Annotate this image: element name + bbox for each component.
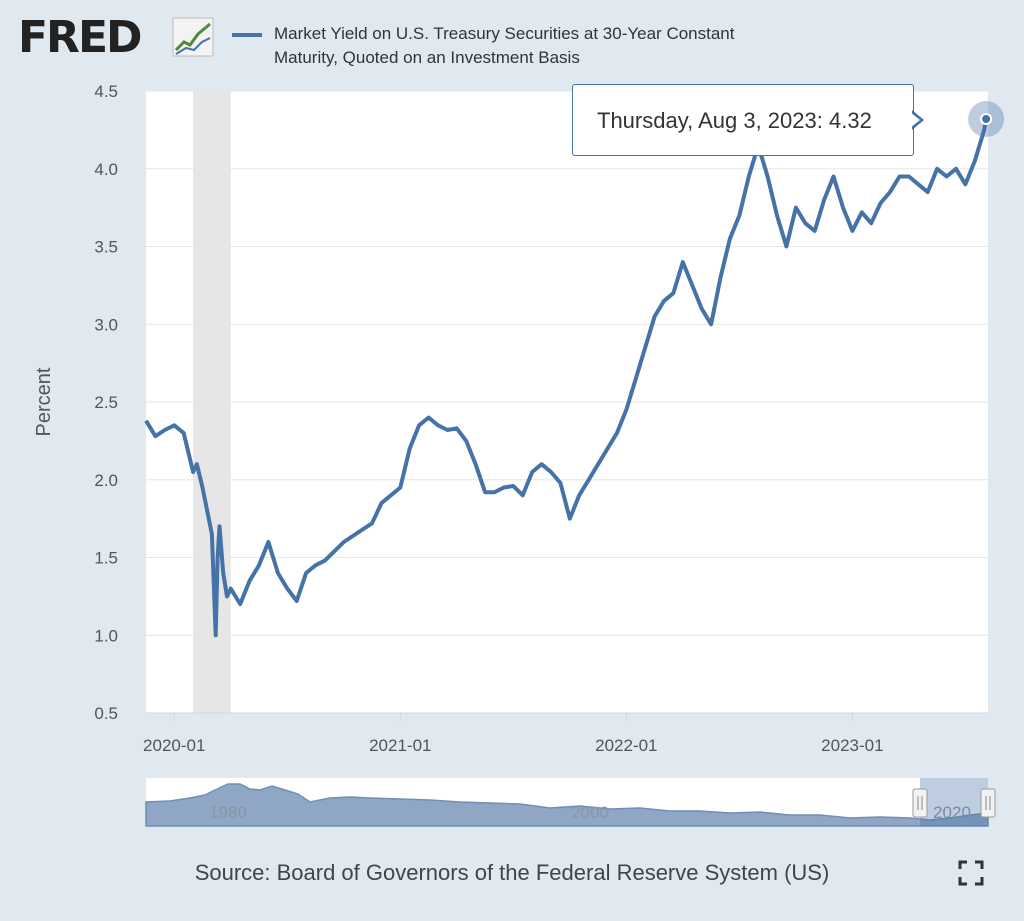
- grid-lines: [146, 90, 988, 636]
- navigator-handle-right[interactable]: [980, 788, 996, 818]
- highlight-point: [980, 112, 993, 125]
- tooltip-date: Thursday, Aug 3, 2023:: [597, 108, 823, 133]
- navigator-label-1980: 1980: [209, 803, 247, 822]
- source-note: Source: Board of Governors of the Federa…: [194, 860, 830, 885]
- legend-label-line2: Maturity, Quoted on an Investment Basis: [274, 48, 580, 67]
- y-tick-label: 4.0: [94, 160, 118, 179]
- y-tick-label: 1.0: [94, 626, 118, 645]
- legend-swatch: [232, 33, 262, 37]
- legend-label: Market Yield on U.S. Treasury Securities…: [274, 22, 735, 70]
- x-tick-label: 2023-01: [821, 736, 883, 755]
- highlight-group: [968, 100, 1005, 137]
- y-tick-label: 0.5: [94, 704, 118, 723]
- tooltip-value: 4.32: [828, 108, 872, 133]
- x-axis-ticks: 2020-01 2021-01 2022-01 2023-01: [143, 712, 988, 755]
- tooltip-arrow-inner: [910, 112, 920, 128]
- navigator-label-2020: 2020: [933, 803, 971, 822]
- navigator-handle-left[interactable]: [912, 788, 928, 818]
- x-tick-label: 2021-01: [369, 736, 431, 755]
- x-tick-label: 2020-01: [143, 736, 205, 755]
- fullscreen-icon[interactable]: [958, 860, 984, 886]
- y-tick-label: 2.0: [94, 471, 118, 490]
- series-line[interactable]: [144, 118, 989, 638]
- y-tick-label: 1.5: [94, 549, 118, 568]
- tooltip-text: Thursday, Aug 3, 2023: 4.32: [597, 108, 872, 134]
- fred-logo-text: FRED: [18, 12, 141, 62]
- fred-chart-icon: [172, 17, 214, 57]
- x-tick-label: 2022-01: [595, 736, 657, 755]
- y-tick-label: 2.5: [94, 393, 118, 412]
- fred-logo[interactable]: FRED: [18, 12, 228, 62]
- y-tick-label: 3.0: [94, 315, 118, 334]
- navigator-area: [145, 783, 989, 827]
- y-axis-ticks: 0.5 1.0 1.5 2.0 2.5 3.0 3.5 4.0 4.5: [94, 82, 118, 723]
- y-axis-label: Percent: [33, 367, 55, 436]
- y-tick-label: 4.5: [94, 82, 118, 101]
- range-navigator[interactable]: 1980 2000 2020: [145, 778, 996, 827]
- navigator-label-2000: 2000: [571, 803, 609, 822]
- y-tick-label: 3.5: [94, 238, 118, 257]
- data-tooltip: Thursday, Aug 3, 2023: 4.32: [572, 84, 914, 156]
- series-group[interactable]: [144, 118, 989, 638]
- navigator-selection[interactable]: [920, 778, 988, 826]
- legend-label-line1: Market Yield on U.S. Treasury Securities…: [274, 24, 735, 43]
